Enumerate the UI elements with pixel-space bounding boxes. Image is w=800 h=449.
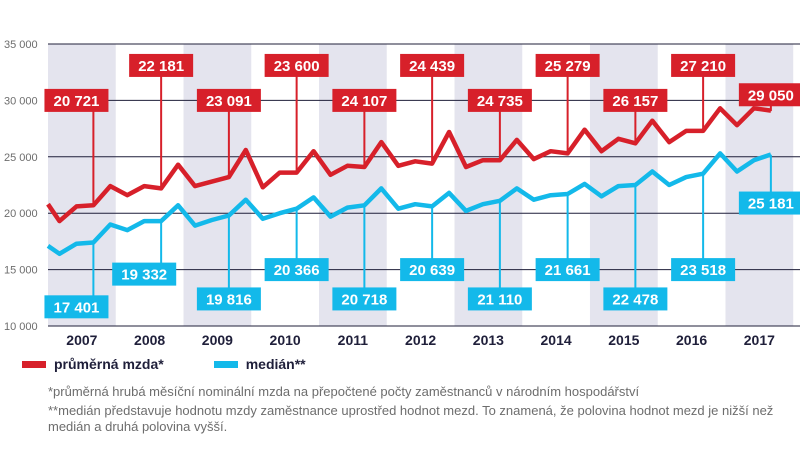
year-band-2011 xyxy=(318,44,387,326)
y-tick-label: 25 000 xyxy=(4,152,38,164)
data-label-median: 20 718 xyxy=(332,205,397,311)
y-tick-label: 10 000 xyxy=(4,321,38,333)
data-label-text: 20 721 xyxy=(54,93,100,110)
data-label-text: 25 181 xyxy=(748,196,794,213)
data-label-median: 22 478 xyxy=(603,185,668,311)
data-label-box xyxy=(535,53,600,77)
data-label-box xyxy=(603,287,668,311)
footnote-avg: *průměrná hrubá měsíční nominální mzda n… xyxy=(48,384,640,399)
data-label-box xyxy=(603,88,668,112)
data-label-text: 23 600 xyxy=(274,58,320,75)
data-label-box xyxy=(400,53,465,77)
series-line-median xyxy=(46,151,772,257)
y-tick-label: 30 000 xyxy=(4,95,38,107)
data-label-box xyxy=(196,287,261,311)
data-label-text: 20 639 xyxy=(409,262,455,279)
x-tick-label-2016: 2016 xyxy=(676,332,707,348)
legend-swatch-avg xyxy=(22,360,46,368)
year-band-2007 xyxy=(48,44,116,326)
x-tick-label-2008: 2008 xyxy=(134,332,165,348)
footnote-median: **medián představuje hodnotu mzdy zaměst… xyxy=(48,403,774,434)
data-label-box xyxy=(44,295,109,319)
y-tick-label: 20 000 xyxy=(4,208,38,220)
data-label-median: 21 661 xyxy=(535,194,600,282)
data-label-median: 19 816 xyxy=(196,215,261,311)
data-label-box xyxy=(400,258,465,282)
data-label-box xyxy=(467,287,532,311)
data-label-text: 24 735 xyxy=(477,93,523,110)
data-label-avg: 20 721 xyxy=(44,88,109,206)
x-tick-label-2015: 2015 xyxy=(608,332,639,348)
data-label-text: 29 050 xyxy=(748,87,794,104)
data-label-median: 20 639 xyxy=(400,205,465,282)
data-label-box xyxy=(535,258,600,282)
data-label-text: 22 181 xyxy=(138,58,184,75)
year-band-2013 xyxy=(454,44,523,326)
data-label-text: 21 661 xyxy=(545,262,591,279)
data-label-text: 25 279 xyxy=(545,58,591,75)
data-label-text: 19 332 xyxy=(121,267,167,284)
data-label-median: 23 518 xyxy=(671,173,736,282)
data-label-text: 27 210 xyxy=(680,58,726,75)
x-tick-label-2017: 2017 xyxy=(744,332,775,348)
data-label-text: 22 478 xyxy=(612,291,658,308)
data-label-text: 24 107 xyxy=(341,93,387,110)
data-label-text: 24 439 xyxy=(409,58,455,75)
data-label-avg: 24 107 xyxy=(332,88,397,167)
data-label-text: 17 401 xyxy=(54,299,100,316)
legend-swatch-median xyxy=(213,360,238,368)
data-label-avg: 29 050 xyxy=(738,83,800,112)
data-label-avg: 24 439 xyxy=(400,53,465,164)
data-label-text: 19 816 xyxy=(206,291,252,308)
data-label-box xyxy=(332,287,397,311)
x-tick-label-2010: 2010 xyxy=(270,332,301,348)
data-label-median: 17 401 xyxy=(44,242,109,319)
x-tick-label-2007: 2007 xyxy=(66,332,97,348)
wage-chart: 10 000 15 000 20 000 25 000 30 000 35 000 2007… xyxy=(4,39,800,348)
data-label-box xyxy=(671,53,736,77)
x-tick-label-2014: 2014 xyxy=(541,332,572,348)
data-label-median: 21 110 xyxy=(467,200,532,311)
data-label-median: 20 366 xyxy=(264,209,329,282)
data-label-box xyxy=(332,88,397,112)
data-label-avg: 25 279 xyxy=(535,53,600,154)
data-label-text: 23 518 xyxy=(680,262,726,279)
data-label-text: 26 157 xyxy=(612,93,658,110)
x-tick-label-2012: 2012 xyxy=(405,332,436,348)
data-label-text: 20 366 xyxy=(274,262,320,279)
data-label-median: 19 332 xyxy=(112,220,177,286)
data-label-avg: 22 181 xyxy=(129,53,194,189)
data-label-avg: 26 157 xyxy=(603,88,668,144)
series-line-avg xyxy=(46,106,772,224)
legend-item-avg: průměrná mzda* xyxy=(22,356,164,372)
data-label-text: 20 718 xyxy=(341,291,387,308)
y-tick-label: 15 000 xyxy=(4,265,38,277)
data-label-box xyxy=(129,53,194,77)
data-label-text: 21 110 xyxy=(477,291,522,308)
data-label-box xyxy=(264,53,329,77)
data-label-box xyxy=(467,88,532,112)
y-tick-label: 35 000 xyxy=(4,39,38,51)
data-label-box xyxy=(196,88,261,112)
data-label-box xyxy=(738,83,800,107)
data-label-box xyxy=(112,262,177,286)
x-tick-label-2011: 2011 xyxy=(338,332,369,348)
legend-item-median: medián** xyxy=(213,356,306,372)
footnotes: *průměrná hrubá měsíční nominální mzda n… xyxy=(48,384,788,438)
legend-label-median: medián** xyxy=(245,356,306,372)
data-label-box xyxy=(738,191,800,215)
data-label-avg: 24 735 xyxy=(467,88,532,160)
x-tick-label-2013: 2013 xyxy=(473,332,504,348)
legend: průměrná mzda* medián** xyxy=(22,356,306,372)
data-label-text: 23 091 xyxy=(206,93,252,110)
data-label-avg: 23 600 xyxy=(264,53,329,173)
data-label-avg: 27 210 xyxy=(671,53,736,132)
x-tick-label-2009: 2009 xyxy=(202,332,233,348)
data-label-median: 25 181 xyxy=(738,154,800,215)
data-label-avg: 23 091 xyxy=(196,88,261,179)
data-label-box xyxy=(264,258,329,282)
data-label-box xyxy=(44,88,109,112)
legend-label-avg: průměrná mzda* xyxy=(54,356,164,372)
data-label-box xyxy=(671,258,736,282)
